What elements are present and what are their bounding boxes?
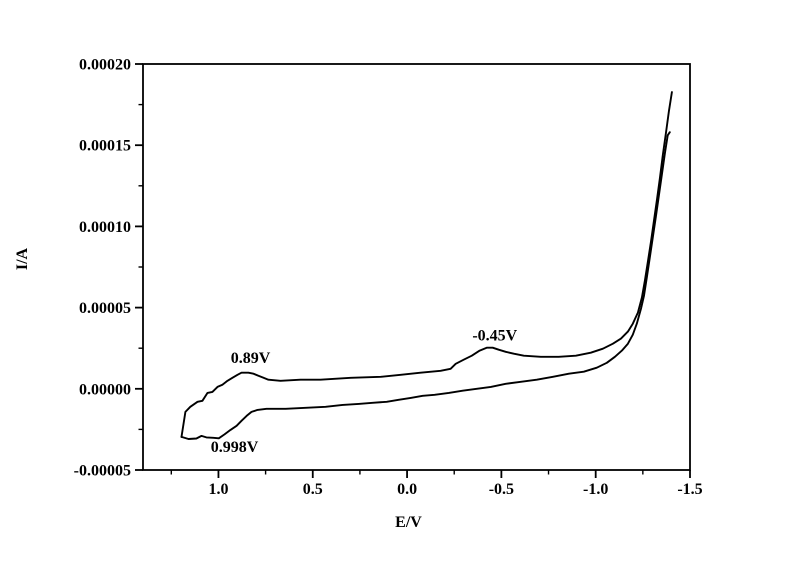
x-tick-label: 0.5 [303, 481, 323, 498]
x-tick-label: 1.0 [208, 481, 228, 498]
cv-curve-forward-sweep-lower-branch [180, 131, 671, 440]
x-tick-label: -0.5 [489, 481, 514, 498]
annotation-cathodic-peak: -0.45V [472, 328, 517, 345]
y-axis-title: I/A [14, 247, 31, 270]
x-tick-label: -1.5 [677, 481, 702, 498]
y-tick-label: -0.00005 [74, 463, 131, 480]
y-tick-label: 0.00015 [79, 138, 131, 155]
plot-border [142, 63, 691, 471]
annotation-layer: 0.89V 0.998V -0.45V [211, 328, 518, 456]
series-layer [180, 91, 673, 440]
annotation-reduction-dip: 0.998V [211, 439, 259, 456]
x-tick-label: -1.0 [583, 481, 608, 498]
x-axis-title: E/V [395, 514, 422, 531]
y-tick-label: 0.00010 [79, 219, 131, 236]
cv-curve-return-sweep-upper-branch [180, 91, 673, 438]
annotation-oxidation-peak: 0.89V [231, 350, 271, 367]
x-tick-label: 0.0 [397, 481, 417, 498]
axes-layer: 1.0 0.5 0.0 -0.5 -1.0 -1.5 0.00020 0.00015 0.000… [74, 57, 703, 499]
y-tick-label: 0.00020 [79, 57, 131, 74]
y-tick-label: 0.00005 [79, 300, 131, 317]
y-tick-label: 0.00000 [79, 381, 131, 398]
